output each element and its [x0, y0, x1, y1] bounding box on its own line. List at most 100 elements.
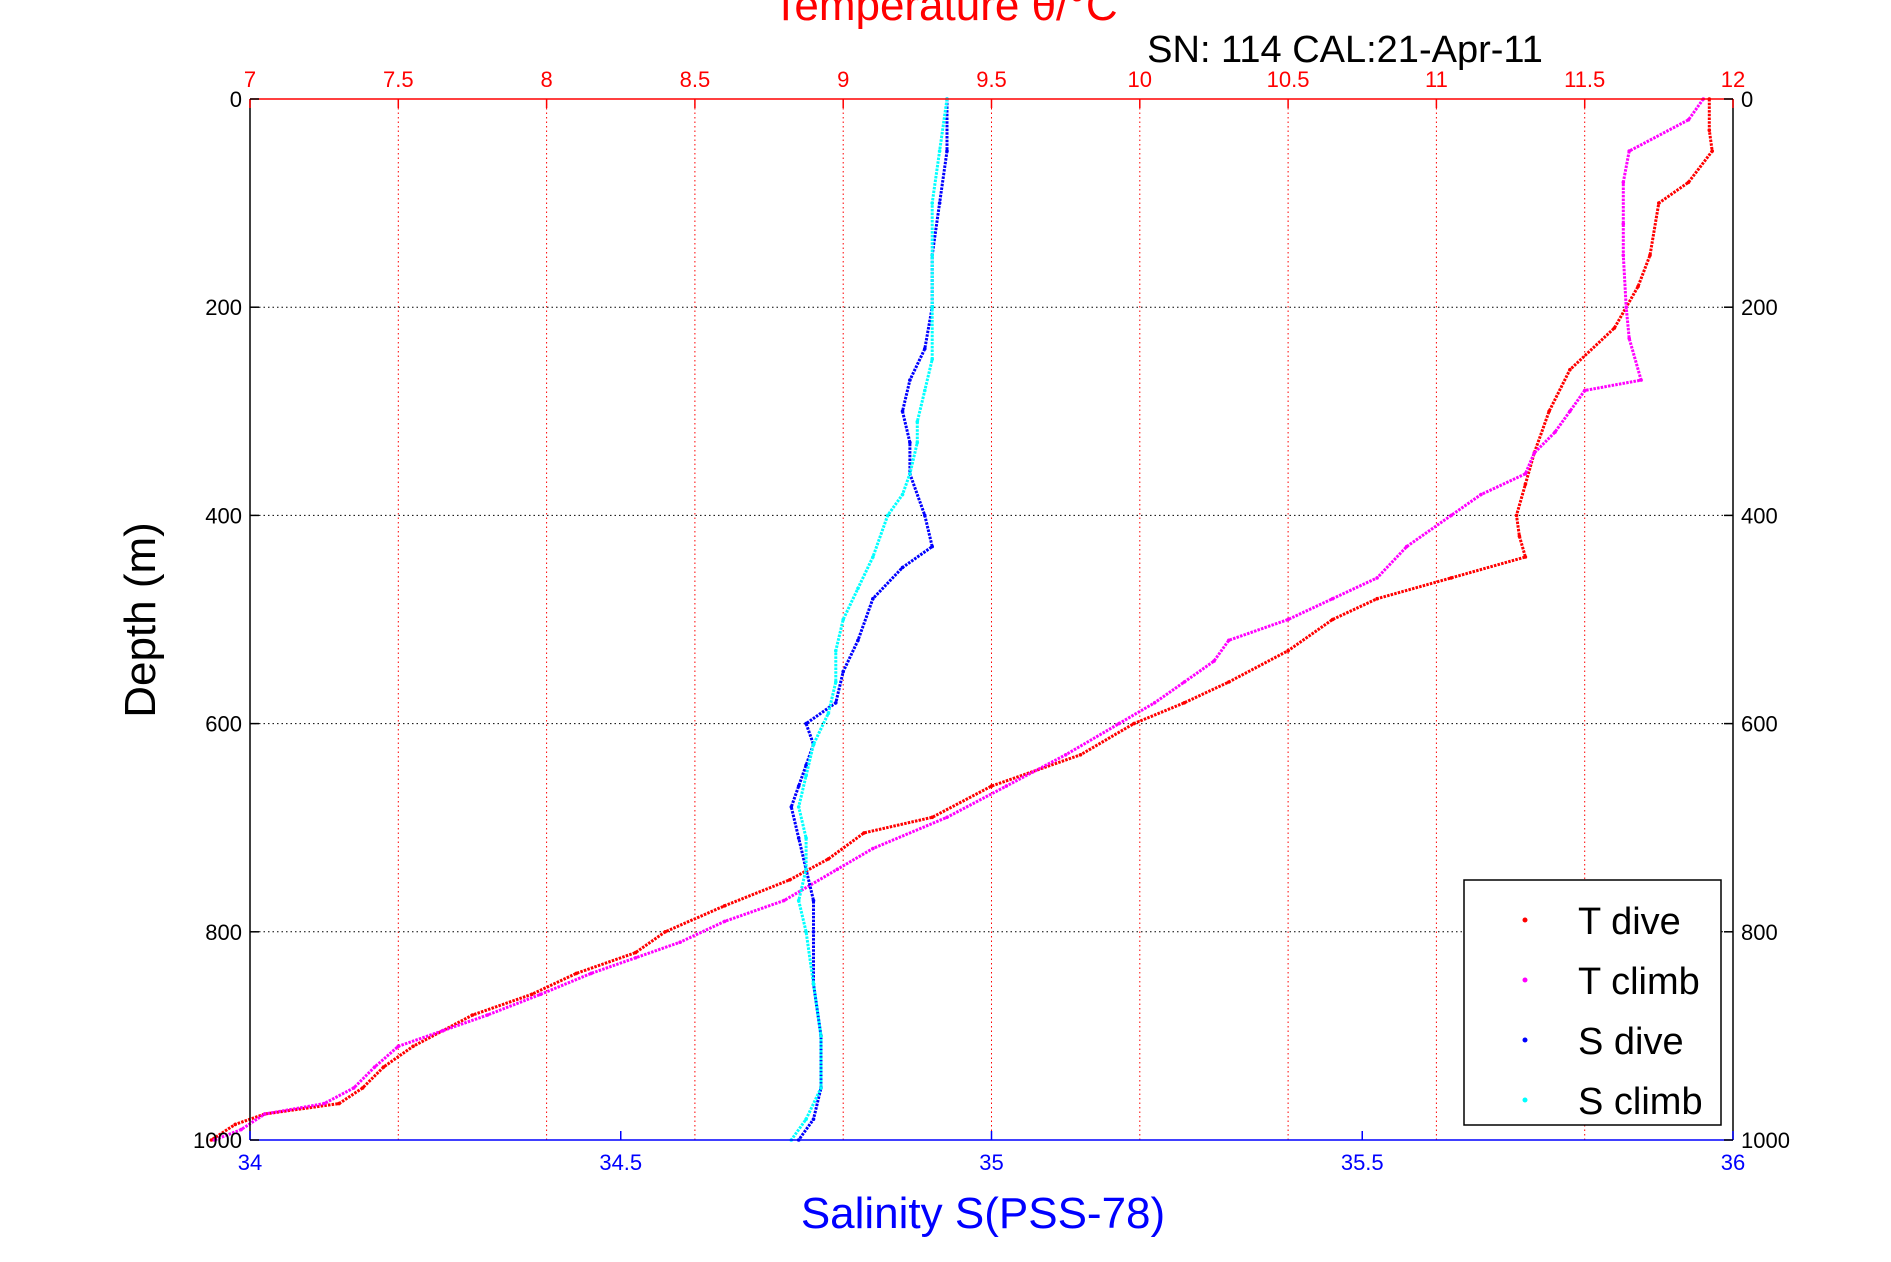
- data-point: [1568, 367, 1572, 372]
- data-point: [263, 1112, 267, 1116]
- data-point: [372, 1065, 377, 1069]
- depth-tick-label-left: 0: [230, 87, 242, 112]
- data-point: [1624, 305, 1628, 310]
- data-point: [930, 253, 934, 257]
- data-point: [1517, 534, 1522, 538]
- data-point: [930, 357, 934, 362]
- data-point: [937, 149, 942, 153]
- temperature-tick-label: 7: [244, 67, 256, 92]
- salinity-tick-label: 34: [238, 1150, 262, 1175]
- data-point: [1686, 118, 1691, 122]
- chart-subtitle: SN: 114 CAL:21-Apr-11: [1147, 29, 1543, 71]
- data-point: [1621, 180, 1626, 185]
- data-point: [834, 680, 838, 684]
- depth-tick-label-right: 1000: [1741, 1128, 1790, 1153]
- data-point: [937, 201, 942, 205]
- data-point: [826, 857, 831, 861]
- data-point: [1375, 576, 1379, 580]
- data-point: [337, 1101, 341, 1106]
- depth-tick-label-right: 600: [1741, 712, 1778, 737]
- temperature-tick-label: 8: [540, 67, 552, 92]
- data-point: [663, 930, 667, 934]
- legend-label: T dive: [1578, 901, 1681, 943]
- data-point: [352, 1086, 356, 1090]
- data-point: [908, 440, 912, 445]
- data-point: [1523, 472, 1528, 476]
- depth-tick-label-left: 600: [205, 712, 242, 737]
- ticks-layer: 7 7.5 8 8.5 9 9.5 10 10.5 11 11.5 12 34 34.5 35 35.5 36…: [193, 67, 1790, 1175]
- temperature-tick-label: 9: [837, 67, 849, 92]
- salinity-tick-label: 34.5: [599, 1150, 642, 1175]
- data-point: [915, 419, 920, 424]
- temperature-tick-label: 8.5: [680, 67, 711, 92]
- data-point: [1686, 180, 1691, 185]
- data-point: [1449, 576, 1453, 580]
- legend-box: [1463, 879, 1722, 1126]
- data-point: [411, 1044, 415, 1049]
- depth-tick-label-left: 400: [205, 503, 242, 528]
- temperature-tick-label: 11.5: [1564, 67, 1605, 92]
- data-point: [1182, 680, 1187, 684]
- data-point: [1479, 492, 1483, 497]
- data-point: [811, 982, 816, 986]
- data-point: [212, 1138, 217, 1142]
- data-point: [722, 904, 727, 908]
- data-point: [1707, 128, 1712, 132]
- data-point: [930, 305, 934, 310]
- data-point: [930, 201, 934, 205]
- data-point: [804, 836, 808, 840]
- data-point: [1627, 336, 1631, 341]
- data-point: [233, 1122, 237, 1127]
- depth-tick-label-left: 1000: [193, 1128, 242, 1153]
- data-point: [871, 555, 875, 559]
- data-point: [1612, 326, 1617, 330]
- data-point: [819, 1034, 823, 1038]
- data-point: [1523, 555, 1528, 559]
- data-point: [633, 956, 638, 960]
- data-point: [1004, 784, 1009, 788]
- data-point: [1152, 701, 1157, 705]
- data-point: [360, 1086, 365, 1090]
- data-point: [1286, 617, 1290, 622]
- salinity-tick-label: 35: [979, 1150, 1003, 1175]
- data-point: [678, 940, 682, 944]
- data-point: [871, 846, 875, 851]
- depth-tick-label-right: 0: [1741, 87, 1753, 112]
- data-point: [589, 971, 593, 976]
- data-point: [1514, 513, 1519, 518]
- series-t-dive: [209, 97, 1714, 1142]
- data-point: [1636, 284, 1640, 289]
- series-line: [210, 99, 1714, 1142]
- data-point: [900, 409, 905, 414]
- data-point: [945, 149, 949, 153]
- data-point: [1627, 149, 1631, 153]
- data-point: [1621, 253, 1626, 257]
- data-point: [856, 638, 860, 643]
- data-point: [841, 617, 845, 622]
- data-point: [1553, 430, 1557, 434]
- data-point: [945, 815, 949, 820]
- data-point: [804, 773, 808, 778]
- data-point: [796, 805, 801, 809]
- data-point: [782, 898, 786, 903]
- x-axis-label: Salinity S(PSS-78): [801, 1189, 1165, 1238]
- legend-marker: [1522, 977, 1528, 983]
- data-point: [530, 992, 534, 997]
- data-point: [1449, 513, 1453, 518]
- data-point: [1227, 680, 1231, 684]
- depth-tick-label-right: 200: [1741, 295, 1778, 320]
- data-point: [871, 596, 875, 601]
- data-point: [1648, 253, 1652, 257]
- data-point: [811, 898, 816, 903]
- depth-tick-label-left: 800: [205, 920, 242, 945]
- data-point: [538, 992, 543, 997]
- legend-label: S climb: [1578, 1081, 1703, 1123]
- data-point: [923, 513, 927, 518]
- data-point: [862, 831, 866, 835]
- data-point: [1330, 596, 1335, 601]
- data-point: [804, 1117, 808, 1121]
- data-point: [1063, 753, 1068, 757]
- depth-tick-label-right: 800: [1741, 920, 1778, 945]
- legend-marker: [1522, 1097, 1528, 1103]
